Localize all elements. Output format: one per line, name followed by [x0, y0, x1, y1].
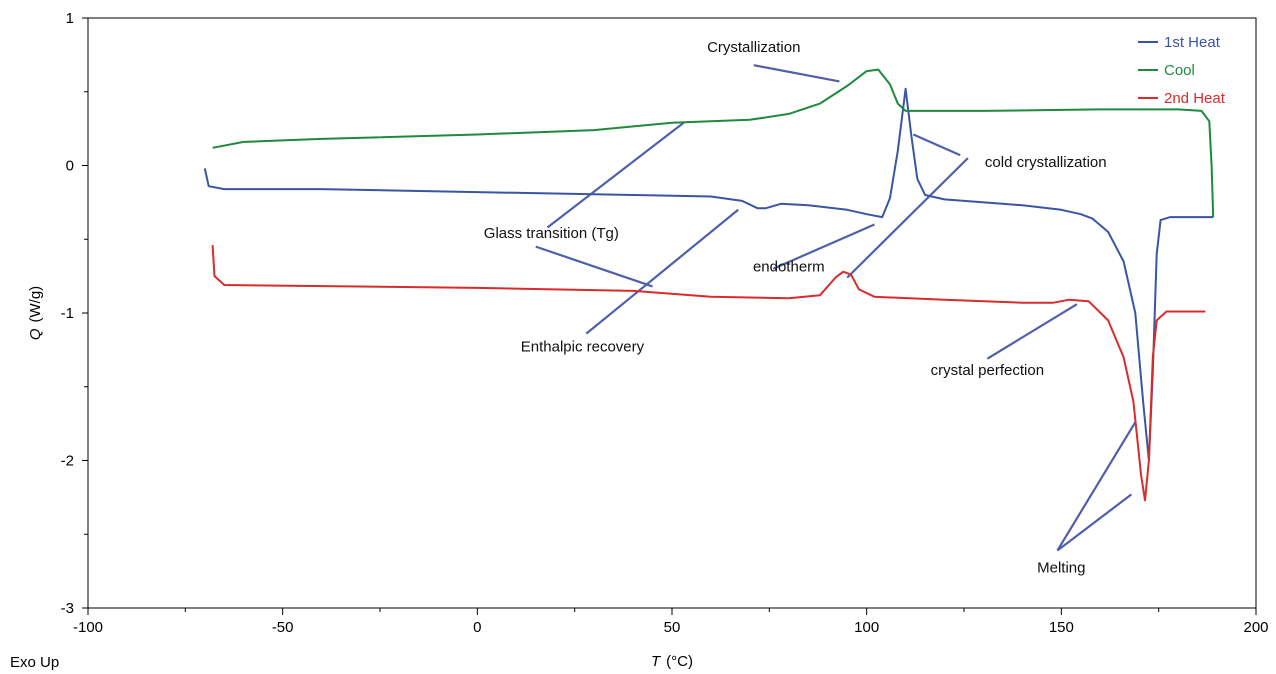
x-axis-unit: (°C) [666, 653, 693, 670]
x-axis-symbol: T [651, 653, 662, 670]
legend-label: Cool [1164, 62, 1195, 79]
plot-frame [87, 17, 1257, 609]
x-axis: -100 -50 0 50 100 150 200 [73, 608, 1269, 636]
annotation-label: Crystallization [707, 39, 800, 56]
y-tick-label: -1 [61, 305, 74, 322]
y-axis-unit: (W/g) [27, 286, 44, 323]
x-axis-title: T (°C) [651, 653, 693, 670]
x-tick-label: 0 [473, 619, 481, 636]
annotation-leader-line [546, 121, 685, 229]
x-tick-label: 200 [1243, 619, 1268, 636]
annotation-label: Melting [1037, 560, 1085, 577]
annotation-leader-line [986, 303, 1078, 360]
annotation-leader-line [846, 157, 969, 279]
annotation-leader-line [912, 133, 961, 157]
series-line-1st-heat [203, 87, 1214, 462]
x-tick-label: -50 [272, 619, 294, 636]
legend: 1st Heat Cool 2nd Heat [1138, 34, 1226, 107]
series-line-2nd-heat [211, 245, 1206, 502]
annotation-leader-line [535, 245, 653, 288]
annotation-label: cold crystallization [985, 154, 1107, 171]
y-axis-title: Q (W/g) [27, 286, 44, 340]
legend-label: 2nd Heat [1164, 90, 1226, 107]
annotation-leader-line [1056, 493, 1133, 552]
x-tick-label: -100 [73, 619, 103, 636]
y-tick-label: -3 [61, 600, 74, 617]
annotation-leader-line [753, 64, 840, 83]
annotation-label: crystal perfection [931, 362, 1044, 379]
annotation-labels: Crystallization cold crystallization Glass… [484, 39, 1107, 577]
series-layer [203, 68, 1215, 502]
x-tick-label: 100 [854, 619, 879, 636]
series-line-cool [212, 68, 1215, 218]
x-tick-label: 150 [1049, 619, 1074, 636]
y-tick-label: 0 [66, 158, 74, 175]
y-axis-symbol: Q [27, 328, 44, 340]
y-axis: -3 -2 -1 0 1 [61, 10, 88, 617]
exo-up-note: Exo Up [10, 654, 59, 671]
x-tick-label: 50 [664, 619, 681, 636]
annotation-label: endotherm [753, 259, 825, 276]
annotation-label: Enthalpic recovery [521, 338, 645, 355]
y-tick-label: 1 [66, 10, 74, 27]
annotation-leader-line [772, 223, 875, 270]
y-tick-label: -2 [61, 453, 74, 470]
legend-label: 1st Heat [1164, 34, 1221, 51]
annotation-leader-line [585, 208, 739, 335]
annotation-leader-lines [535, 64, 1137, 552]
annotation-leader-line [1056, 421, 1137, 552]
annotation-label: Glass transition (Tg) [484, 225, 619, 242]
